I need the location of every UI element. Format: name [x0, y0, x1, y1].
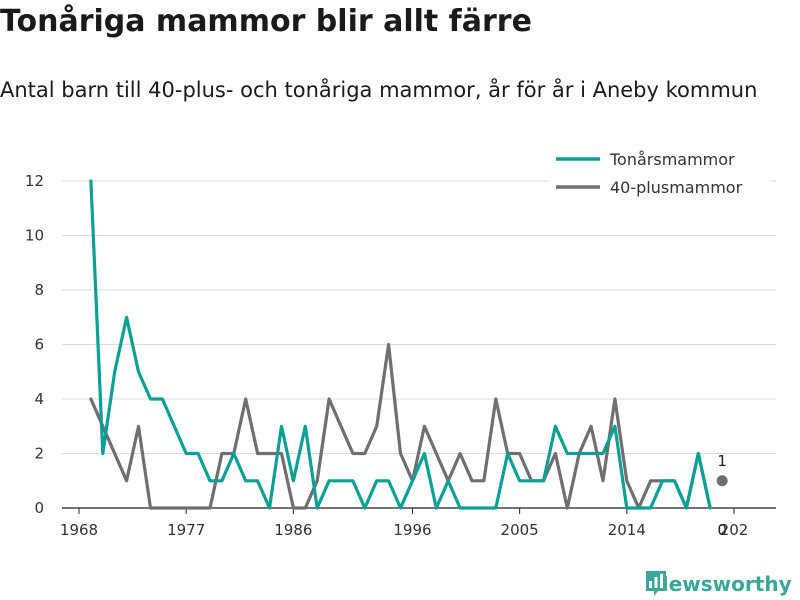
- y-tick-label: 2: [34, 445, 44, 463]
- x-tick-label: 1986: [274, 521, 312, 539]
- chart-title: Tonåriga mammor blir allt färre: [0, 4, 532, 39]
- y-tick-label: 12: [25, 172, 44, 190]
- y-tick-label: 10: [25, 227, 44, 245]
- legend-item-label: Tonårsmammor: [609, 150, 735, 169]
- end-label-40-plusmammor: 1: [717, 452, 727, 470]
- y-tick-label: 0: [34, 499, 44, 517]
- y-tick-label: 4: [34, 390, 44, 408]
- x-tick-label: 202: [720, 521, 749, 539]
- series-lines: [89, 179, 728, 510]
- y-tick-label: 6: [34, 336, 44, 354]
- legend-item-label: 40-plusmammor: [610, 178, 743, 197]
- legend-box: [549, 146, 770, 206]
- x-tick-label: 2005: [501, 521, 539, 539]
- y-axis-ticks: 0 2 4 6 8 10 12: [25, 172, 44, 517]
- brand-name: Newsworthy: [652, 572, 792, 596]
- x-tick-label: 2014: [608, 521, 646, 539]
- series-line-40-plusmammor: [89, 342, 712, 510]
- gridlines: [62, 180, 776, 509]
- legend: Tonårsmammor 40-plusmammor: [549, 146, 770, 206]
- series-line-tonarsmammor: [89, 179, 712, 510]
- chart-subtitle: Antal barn till 40-plus- och tonåriga ma…: [0, 78, 758, 102]
- end-labels: 10: [717, 452, 727, 539]
- end-label-tonarsmammor: 0: [717, 521, 727, 539]
- bar-chart-logo-icon: [646, 571, 666, 596]
- end-point-40-plusmammor: [716, 475, 728, 487]
- x-tick-label: 1977: [167, 521, 205, 539]
- newsworthy-logo: Newsworthy: [644, 569, 792, 599]
- x-tick-label: 1968: [60, 521, 98, 539]
- y-tick-label: 8: [34, 281, 44, 299]
- x-tick-label: 1996: [393, 521, 431, 539]
- x-axis: 1968 1977 1986 1996 2005 2014 202: [60, 508, 748, 539]
